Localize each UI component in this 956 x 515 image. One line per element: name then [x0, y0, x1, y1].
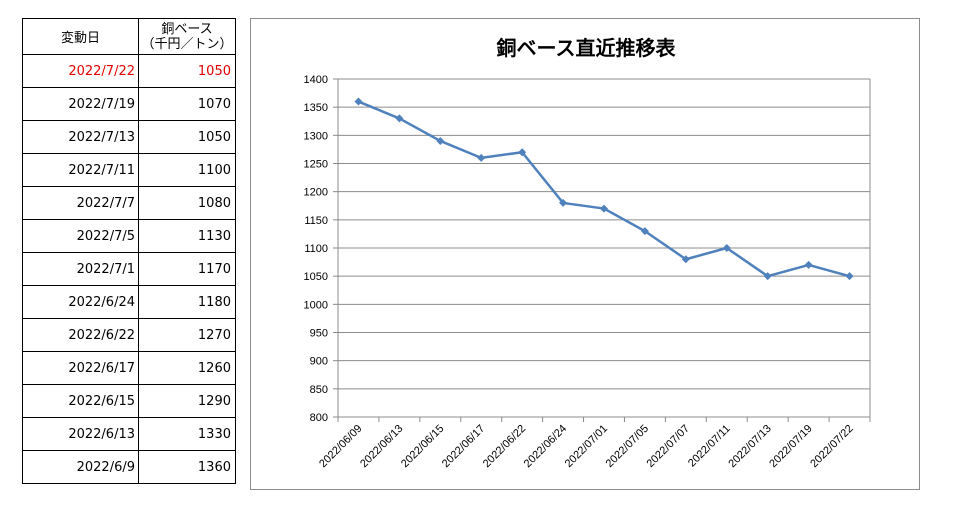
- x-tick-label: 2022/06/24: [522, 423, 569, 470]
- table-header-row: 変動日 銅ベース （千円／トン）: [22, 18, 236, 55]
- date-cell: 2022/7/7: [22, 186, 139, 220]
- price-cell: 1330: [138, 417, 236, 451]
- x-tick-label: 2022/07/01: [563, 423, 610, 470]
- y-tick-label: 1400: [304, 74, 328, 86]
- data-point: [354, 97, 363, 106]
- date-cell: 2022/6/9: [22, 450, 139, 484]
- y-tick-label: 900: [310, 356, 328, 368]
- price-cell: 1130: [138, 219, 236, 253]
- header-date: 変動日: [22, 18, 139, 55]
- price-cell: 1260: [138, 351, 236, 385]
- x-tick-label: 2022/06/17: [440, 423, 487, 470]
- price-cell: 1170: [138, 252, 236, 286]
- data-point: [477, 153, 486, 162]
- header-price: 銅ベース （千円／トン）: [138, 18, 236, 55]
- x-tick-label: 2022/07/11: [686, 423, 733, 470]
- y-tick-label: 1350: [304, 102, 328, 114]
- data-point: [722, 244, 731, 252]
- table-row: 2022/7/22 1050: [22, 54, 236, 88]
- table-row: 2022/7/1 1170: [22, 252, 236, 286]
- data-point: [845, 272, 854, 281]
- data-point: [559, 198, 568, 207]
- table-row: 2022/7/5 1130: [22, 219, 236, 253]
- price-cell: 1050: [138, 120, 236, 154]
- y-tick-label: 1200: [304, 187, 328, 199]
- table-row: 2022/7/11 1100: [22, 153, 236, 187]
- y-tick-label: 1250: [304, 159, 328, 171]
- y-tick-label: 800: [310, 412, 328, 424]
- date-cell: 2022/6/22: [22, 318, 139, 352]
- price-cell: 1100: [138, 153, 236, 187]
- table-row: 2022/6/22 1270: [22, 318, 236, 352]
- price-cell: 1080: [138, 186, 236, 220]
- line-chart: 銅ベース直近推移表 800 850 900 950 1000 1050 1100 1150 12…: [304, 36, 871, 470]
- x-tick-label: 2022/07/19: [767, 423, 814, 470]
- x-tick-label: 2022/07/13: [726, 423, 773, 470]
- table-row: 2022/6/24 1180: [22, 285, 236, 319]
- data-point: [640, 227, 649, 236]
- y-tick-label: 850: [310, 384, 328, 396]
- header-price-line2: （千円／トン）: [141, 36, 233, 52]
- x-tick-label: 2022/07/05: [604, 423, 651, 470]
- price-cell: 1070: [138, 87, 236, 121]
- price-cell: 1050: [138, 54, 236, 88]
- date-cell: 2022/6/15: [22, 384, 139, 418]
- date-cell: 2022/7/1: [22, 252, 139, 286]
- chart-frame: 銅ベース直近推移表 800 850 900 950 1000 1050 1100 1150 12…: [250, 18, 920, 490]
- y-tick-label: 950: [310, 328, 328, 340]
- series-line: [357, 100, 850, 278]
- price-cell: 1180: [138, 285, 236, 319]
- table-row: 2022/6/15 1290: [22, 384, 236, 418]
- data-point: [804, 260, 813, 269]
- data-point: [681, 255, 690, 264]
- date-cell: 2022/7/22: [22, 54, 139, 88]
- x-tick-label: 2022/06/13: [358, 423, 405, 470]
- table-row: 2022/6/17 1260: [22, 351, 236, 385]
- date-cell: 2022/6/17: [22, 351, 139, 385]
- table-row: 2022/7/19 1070: [22, 87, 236, 121]
- price-cell: 1270: [138, 318, 236, 352]
- price-cell: 1290: [138, 384, 236, 418]
- table-row: 2022/6/13 1330: [22, 417, 236, 451]
- grid-layer: [338, 78, 871, 418]
- data-point: [763, 272, 772, 281]
- data-point: [395, 114, 404, 123]
- price-table: 変動日 銅ベース （千円／トン） 2022/7/22 1050 2022/7/19 1…: [22, 18, 236, 484]
- y-tick-label: 1150: [304, 215, 328, 227]
- date-cell: 2022/7/11: [22, 153, 139, 187]
- data-point: [518, 148, 527, 157]
- table-row: 2022/7/7 1080: [22, 186, 236, 220]
- data-point: [436, 136, 445, 145]
- date-cell: 2022/7/5: [22, 219, 139, 253]
- x-tick-label: 2022/07/22: [808, 423, 855, 470]
- x-tick-label: 2022/06/15: [399, 423, 446, 470]
- series-layer: [354, 97, 854, 281]
- date-cell: 2022/6/24: [22, 285, 139, 319]
- x-tick-label: 2022/06/22: [481, 423, 528, 470]
- price-cell: 1360: [138, 450, 236, 484]
- date-cell: 2022/6/13: [22, 417, 139, 451]
- table-row: 2022/6/9 1360: [22, 450, 236, 484]
- data-point: [600, 204, 608, 213]
- table-body: 2022/7/22 1050 2022/7/19 1070 2022/7/13 1050 2…: [22, 54, 236, 484]
- y-tick-label: 1300: [304, 130, 328, 142]
- chart-title: 銅ベース直近推移表: [497, 36, 677, 60]
- date-cell: 2022/7/19: [22, 87, 139, 121]
- header-price-line1: 銅ベース: [161, 21, 213, 37]
- y-tick-label: 1000: [304, 299, 328, 311]
- date-cell: 2022/7/13: [22, 120, 139, 154]
- y-tick-label: 1100: [304, 243, 328, 255]
- x-tick-label: 2022/07/07: [645, 423, 692, 470]
- x-tick-label: 2022/06/09: [317, 423, 364, 470]
- y-tick-label: 1050: [304, 271, 328, 283]
- table-row: 2022/7/13 1050: [22, 120, 236, 154]
